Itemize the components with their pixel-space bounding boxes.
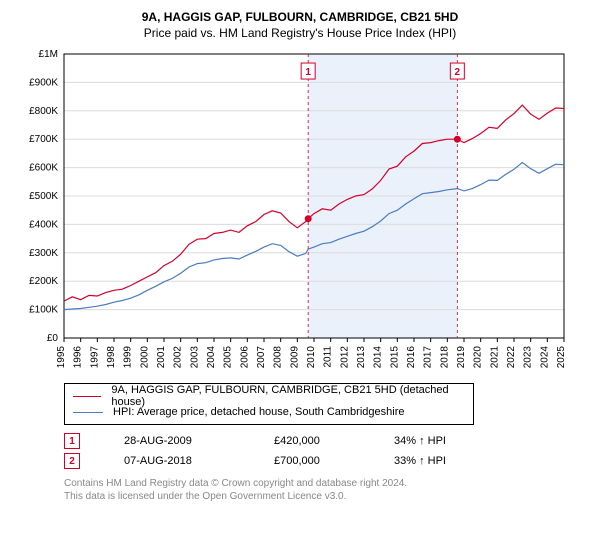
svg-text:2012: 2012 (339, 346, 350, 368)
legend-row-property: 9A, HAGGIS GAP, FULBOURN, CAMBRIDGE, CB2… (73, 388, 465, 404)
footer-line-2: This data is licensed under the Open Gov… (64, 490, 580, 503)
svg-text:2009: 2009 (289, 346, 300, 368)
legend-swatch-hpi (73, 412, 103, 413)
svg-text:2021: 2021 (489, 346, 500, 368)
sale-2-price: £700,000 (274, 455, 354, 467)
svg-text:2020: 2020 (473, 346, 484, 368)
svg-text:2023: 2023 (523, 346, 534, 368)
svg-text:£800K: £800K (29, 106, 58, 117)
sales-table: 1 28-AUG-2009 £420,000 34% ↑ HPI 2 07-AU… (64, 431, 580, 471)
svg-text:£300K: £300K (29, 248, 58, 259)
price-chart-svg: £0 £100K £200K £300K £400K £500K £600K £700K £80… (20, 48, 580, 368)
svg-text:2007: 2007 (256, 346, 267, 368)
sale-1-pct: 34% ↑ HPI (394, 435, 474, 447)
svg-text:2005: 2005 (223, 346, 234, 368)
svg-text:2006: 2006 (239, 346, 250, 368)
sale-2-pct: 33% ↑ HPI (394, 455, 474, 467)
sale-1-date: 28-AUG-2009 (124, 435, 234, 447)
svg-text:2: 2 (455, 67, 461, 78)
svg-text:2017: 2017 (423, 346, 434, 368)
svg-text:1997: 1997 (89, 346, 100, 368)
svg-text:£500K: £500K (29, 191, 58, 202)
svg-text:2003: 2003 (189, 346, 200, 368)
chart-container: 9A, HAGGIS GAP, FULBOURN, CAMBRIDGE, CB2… (0, 0, 600, 560)
legend-box: 9A, HAGGIS GAP, FULBOURN, CAMBRIDGE, CB2… (64, 383, 474, 425)
svg-text:£900K: £900K (29, 77, 58, 88)
svg-text:2016: 2016 (406, 346, 417, 368)
svg-text:2010: 2010 (306, 346, 317, 368)
svg-text:2011: 2011 (323, 346, 334, 368)
svg-text:2015: 2015 (389, 346, 400, 368)
legend-label-hpi: HPI: Average price, detached house, Sout… (113, 406, 404, 418)
svg-text:2014: 2014 (373, 346, 384, 368)
footer-line-1: Contains HM Land Registry data © Crown c… (64, 477, 580, 490)
svg-text:1996: 1996 (73, 346, 84, 368)
svg-text:1995: 1995 (56, 346, 67, 368)
sale-marker-1-icon: 1 (64, 433, 80, 449)
svg-text:2022: 2022 (506, 346, 517, 368)
svg-text:2013: 2013 (356, 346, 367, 368)
footer-attribution: Contains HM Land Registry data © Crown c… (64, 477, 580, 503)
svg-text:2019: 2019 (456, 346, 467, 368)
svg-text:£200K: £200K (29, 276, 58, 287)
svg-text:2018: 2018 (439, 346, 450, 368)
svg-text:1: 1 (305, 67, 311, 78)
svg-text:2002: 2002 (173, 346, 184, 368)
svg-text:1999: 1999 (123, 346, 134, 368)
chart-title: 9A, HAGGIS GAP, FULBOURN, CAMBRIDGE, CB2… (20, 10, 580, 24)
legend-swatch-property (73, 396, 101, 397)
sale-marker-2-icon: 2 (64, 453, 80, 469)
sale-1-price: £420,000 (274, 435, 354, 447)
sale-row-1: 1 28-AUG-2009 £420,000 34% ↑ HPI (64, 431, 580, 451)
svg-text:£0: £0 (47, 333, 59, 344)
sale-row-2: 2 07-AUG-2018 £700,000 33% ↑ HPI (64, 451, 580, 471)
svg-text:2024: 2024 (539, 346, 550, 368)
svg-text:£600K: £600K (29, 163, 58, 174)
chart-area: £0 £100K £200K £300K £400K £500K £600K £700K £80… (20, 48, 580, 373)
svg-text:2025: 2025 (556, 346, 567, 368)
legend-label-property: 9A, HAGGIS GAP, FULBOURN, CAMBRIDGE, CB2… (111, 384, 465, 408)
svg-text:1998: 1998 (106, 346, 117, 368)
svg-text:2000: 2000 (139, 346, 150, 368)
svg-text:£700K: £700K (29, 134, 58, 145)
svg-text:2008: 2008 (273, 346, 284, 368)
chart-subtitle: Price paid vs. HM Land Registry's House … (20, 26, 580, 40)
svg-text:£1M: £1M (39, 49, 58, 60)
svg-text:£100K: £100K (29, 305, 58, 316)
sale-2-date: 07-AUG-2018 (124, 455, 234, 467)
svg-text:2001: 2001 (156, 346, 167, 368)
svg-text:2004: 2004 (206, 346, 217, 368)
svg-text:£400K: £400K (29, 219, 58, 230)
